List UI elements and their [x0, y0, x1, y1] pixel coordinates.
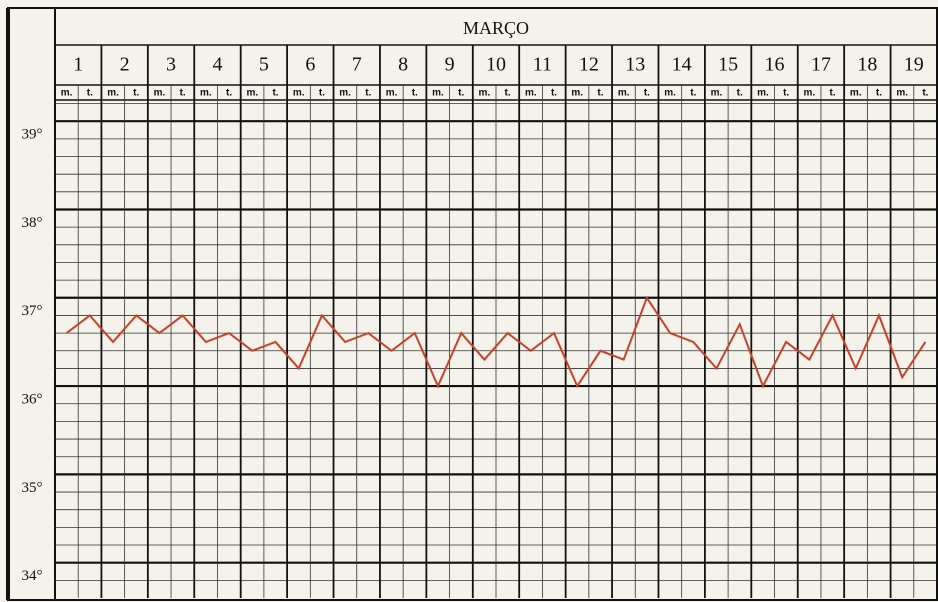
x-tick-label: m.	[293, 88, 305, 99]
day-label: 9	[445, 54, 455, 76]
x-tick-label: t.	[133, 88, 139, 99]
x-tick-label: t.	[690, 88, 696, 99]
y-tick-label: 36°	[22, 392, 43, 408]
day-label: 1	[73, 54, 83, 76]
x-tick-label: m.	[200, 88, 212, 99]
day-label: 16	[765, 54, 785, 76]
y-tick-label: 38°	[22, 215, 43, 231]
day-label: 18	[857, 54, 877, 76]
x-tick-label: m.	[61, 88, 73, 99]
x-tick-label: m.	[711, 88, 723, 99]
x-tick-label: t.	[180, 88, 186, 99]
x-tick-label: m.	[757, 88, 769, 99]
y-tick-label: 37°	[22, 303, 43, 319]
temperature-line	[65, 295, 927, 389]
x-tick-label: t.	[505, 88, 511, 99]
x-tick-label: t.	[272, 88, 278, 99]
day-label: 7	[352, 54, 362, 76]
x-tick-label: m.	[896, 88, 908, 99]
day-label: 19	[904, 54, 924, 76]
day-label: 11	[533, 54, 552, 76]
x-tick-label: t.	[458, 88, 464, 99]
x-tick-label: m.	[850, 88, 862, 99]
x-tick-label: t.	[597, 88, 603, 99]
x-tick-label: t.	[783, 88, 789, 99]
x-tick-label: m.	[432, 88, 444, 99]
x-tick-label: t.	[319, 88, 325, 99]
x-tick-label: t.	[226, 88, 232, 99]
x-tick-label: m.	[386, 88, 398, 99]
day-label: 6	[305, 54, 315, 76]
day-label: 10	[486, 54, 506, 76]
x-tick-label: m.	[525, 88, 537, 99]
x-tick-label: m.	[804, 88, 816, 99]
x-tick-label: t.	[829, 88, 835, 99]
x-tick-label: m.	[618, 88, 630, 99]
y-tick-label: 39°	[22, 127, 43, 143]
day-label: 8	[398, 54, 408, 76]
y-tick-label: 35°	[22, 480, 43, 496]
x-tick-label: t.	[87, 88, 93, 99]
day-label: 17	[811, 54, 831, 76]
day-label: 14	[672, 54, 692, 76]
x-tick-label: t.	[365, 88, 371, 99]
day-label: 3	[166, 54, 176, 76]
x-tick-label: t.	[412, 88, 418, 99]
y-tick-label: 34°	[22, 568, 43, 584]
x-tick-label: m.	[246, 88, 258, 99]
x-tick-label: t.	[644, 88, 650, 99]
chart-title: MARÇO	[463, 18, 529, 38]
day-label: 5	[259, 54, 269, 76]
x-tick-label: m.	[154, 88, 166, 99]
x-tick-label: t.	[922, 88, 928, 99]
day-label: 15	[718, 54, 738, 76]
x-tick-label: t.	[551, 88, 557, 99]
x-tick-label: m.	[664, 88, 676, 99]
day-label: 2	[120, 54, 130, 76]
x-tick-label: m.	[571, 88, 583, 99]
day-label: 13	[625, 54, 645, 76]
x-tick-label: t.	[876, 88, 882, 99]
x-tick-label: m.	[339, 88, 351, 99]
x-tick-label: m.	[107, 88, 119, 99]
x-tick-label: t.	[737, 88, 743, 99]
day-label: 12	[579, 54, 599, 76]
x-tick-label: m.	[479, 88, 491, 99]
day-label: 4	[212, 54, 222, 76]
